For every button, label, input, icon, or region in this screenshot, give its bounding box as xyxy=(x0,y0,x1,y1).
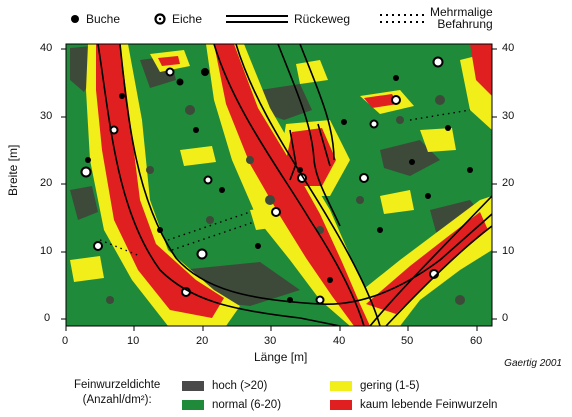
legend-item-normal-label: normal (6-20) xyxy=(212,399,282,411)
x-axis-title: Länge [m] xyxy=(254,350,308,364)
legend-mehrmalige: Mehrmalige Befahrung xyxy=(380,6,493,30)
legend-item-kaum: kaum lebende Feinwurzeln xyxy=(330,399,497,411)
credit-text: Gaertig 2001 xyxy=(504,358,562,369)
top-legend: Buche Eiche Rückeweg Mehrmalige Befahrun… xyxy=(0,6,572,36)
legend-eiche-label: Eiche xyxy=(172,12,203,26)
mehrmalige-dotted-icon xyxy=(380,14,424,23)
legend-item-hoch-label: hoch (>20) xyxy=(212,380,268,392)
y-tick-0-right: 0 xyxy=(502,312,509,324)
legend-item-normal: normal (6-20) xyxy=(182,399,281,411)
rueckeweg-line-icon xyxy=(226,15,288,23)
y-tick-20-left: 20 xyxy=(40,177,53,189)
y-tick-40-left: 40 xyxy=(40,42,53,54)
eiche-symbol-icon xyxy=(154,13,166,25)
y-tick-30-left: 30 xyxy=(40,110,53,122)
swatch-normal xyxy=(182,400,204,410)
legend-item-gering-label: gering (1-5) xyxy=(360,380,420,392)
legend-buche: Buche xyxy=(70,12,120,26)
legend-buche-label: Buche xyxy=(86,12,121,26)
beech-trees xyxy=(85,68,473,303)
y-axis-title: Breite [m] xyxy=(6,144,20,196)
x-tick-50: 50 xyxy=(401,335,414,347)
x-tick-10: 10 xyxy=(127,335,140,347)
legend-eiche: Eiche xyxy=(154,12,202,26)
map-plot-area xyxy=(66,44,492,326)
legend-mehrmalige-line1: Mehrmalige xyxy=(430,5,493,19)
density-legend-title: Feinwurzeldichte (Anzahl/dm²): xyxy=(74,378,160,408)
skid-trails xyxy=(97,44,492,326)
density-legend-title-line2: (Anzahl/dm²): xyxy=(82,394,152,406)
x-tick-30: 30 xyxy=(264,335,277,347)
swatch-gering xyxy=(330,381,352,391)
legend-rueckeweg: Rückeweg xyxy=(226,12,350,26)
swatch-hoch xyxy=(182,381,204,391)
legend-item-kaum-label: kaum lebende Feinwurzeln xyxy=(360,399,498,411)
legend-item-hoch: hoch (>20) xyxy=(182,380,267,392)
y-tick-30-right: 30 xyxy=(502,110,515,122)
legend-rueckeweg-label: Rückeweg xyxy=(294,12,351,26)
y-tick-10-left: 10 xyxy=(40,245,53,257)
plot-frame xyxy=(65,43,493,327)
density-legend-title-line1: Feinwurzeldichte xyxy=(74,379,161,391)
density-legend: Feinwurzeldichte (Anzahl/dm²): hoch (>20… xyxy=(0,376,572,416)
y-tick-0-left: 0 xyxy=(44,312,51,324)
y-tick-20-right: 20 xyxy=(502,177,515,189)
buche-symbol-icon xyxy=(71,15,79,23)
y-tick-10-right: 10 xyxy=(502,245,515,257)
legend-item-gering: gering (1-5) xyxy=(330,380,419,392)
x-tick-0: 0 xyxy=(62,335,69,347)
x-tick-60: 60 xyxy=(470,335,483,347)
repeated-traffic-lines xyxy=(99,109,471,257)
x-tick-40: 40 xyxy=(333,335,346,347)
y-tick-40-right: 40 xyxy=(502,42,515,54)
legend-mehrmalige-line2: Befahrung xyxy=(437,17,493,31)
swatch-kaum xyxy=(330,400,352,410)
axis-ticks xyxy=(61,48,497,331)
x-tick-20: 20 xyxy=(196,335,209,347)
